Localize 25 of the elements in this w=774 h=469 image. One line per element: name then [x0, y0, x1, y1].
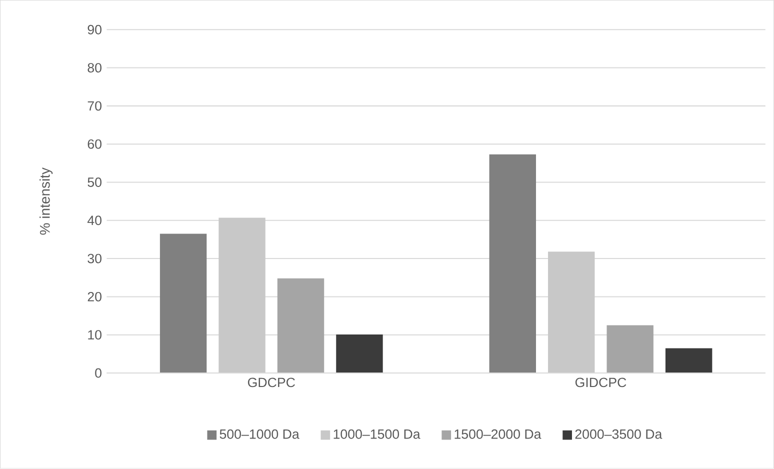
legend-label: 1500–2000 Da	[454, 430, 542, 440]
y-tick-label: 80	[88, 63, 102, 73]
x-tick-label: GDCPC	[248, 378, 295, 388]
y-tick-label: 30	[88, 254, 102, 264]
bar	[277, 278, 324, 374]
bar	[218, 218, 266, 374]
legend-label: 1000–1500 Da	[334, 430, 420, 440]
y-tick-label: 0	[95, 368, 102, 378]
y-axis-title: % intensity	[40, 168, 53, 235]
y-tick-label: 10	[88, 330, 102, 340]
y-tick-label: 20	[88, 292, 102, 302]
bar	[489, 154, 536, 374]
y-tick-label: 40	[87, 216, 102, 226]
y-tick-label: 70	[88, 101, 102, 111]
legend-label: 2000–3500 Da	[575, 430, 662, 440]
y-tick-label: 50	[88, 178, 102, 188]
bar	[606, 325, 654, 374]
bar	[548, 252, 595, 374]
x-tick-label: GIDCPC	[575, 378, 626, 388]
legend-label: 500–1000 Da	[220, 430, 300, 440]
bar	[160, 234, 207, 374]
bar	[665, 348, 712, 374]
bar	[336, 334, 383, 374]
y-tick-label: 60	[88, 140, 102, 149]
y-tick-label: 90	[88, 25, 102, 35]
